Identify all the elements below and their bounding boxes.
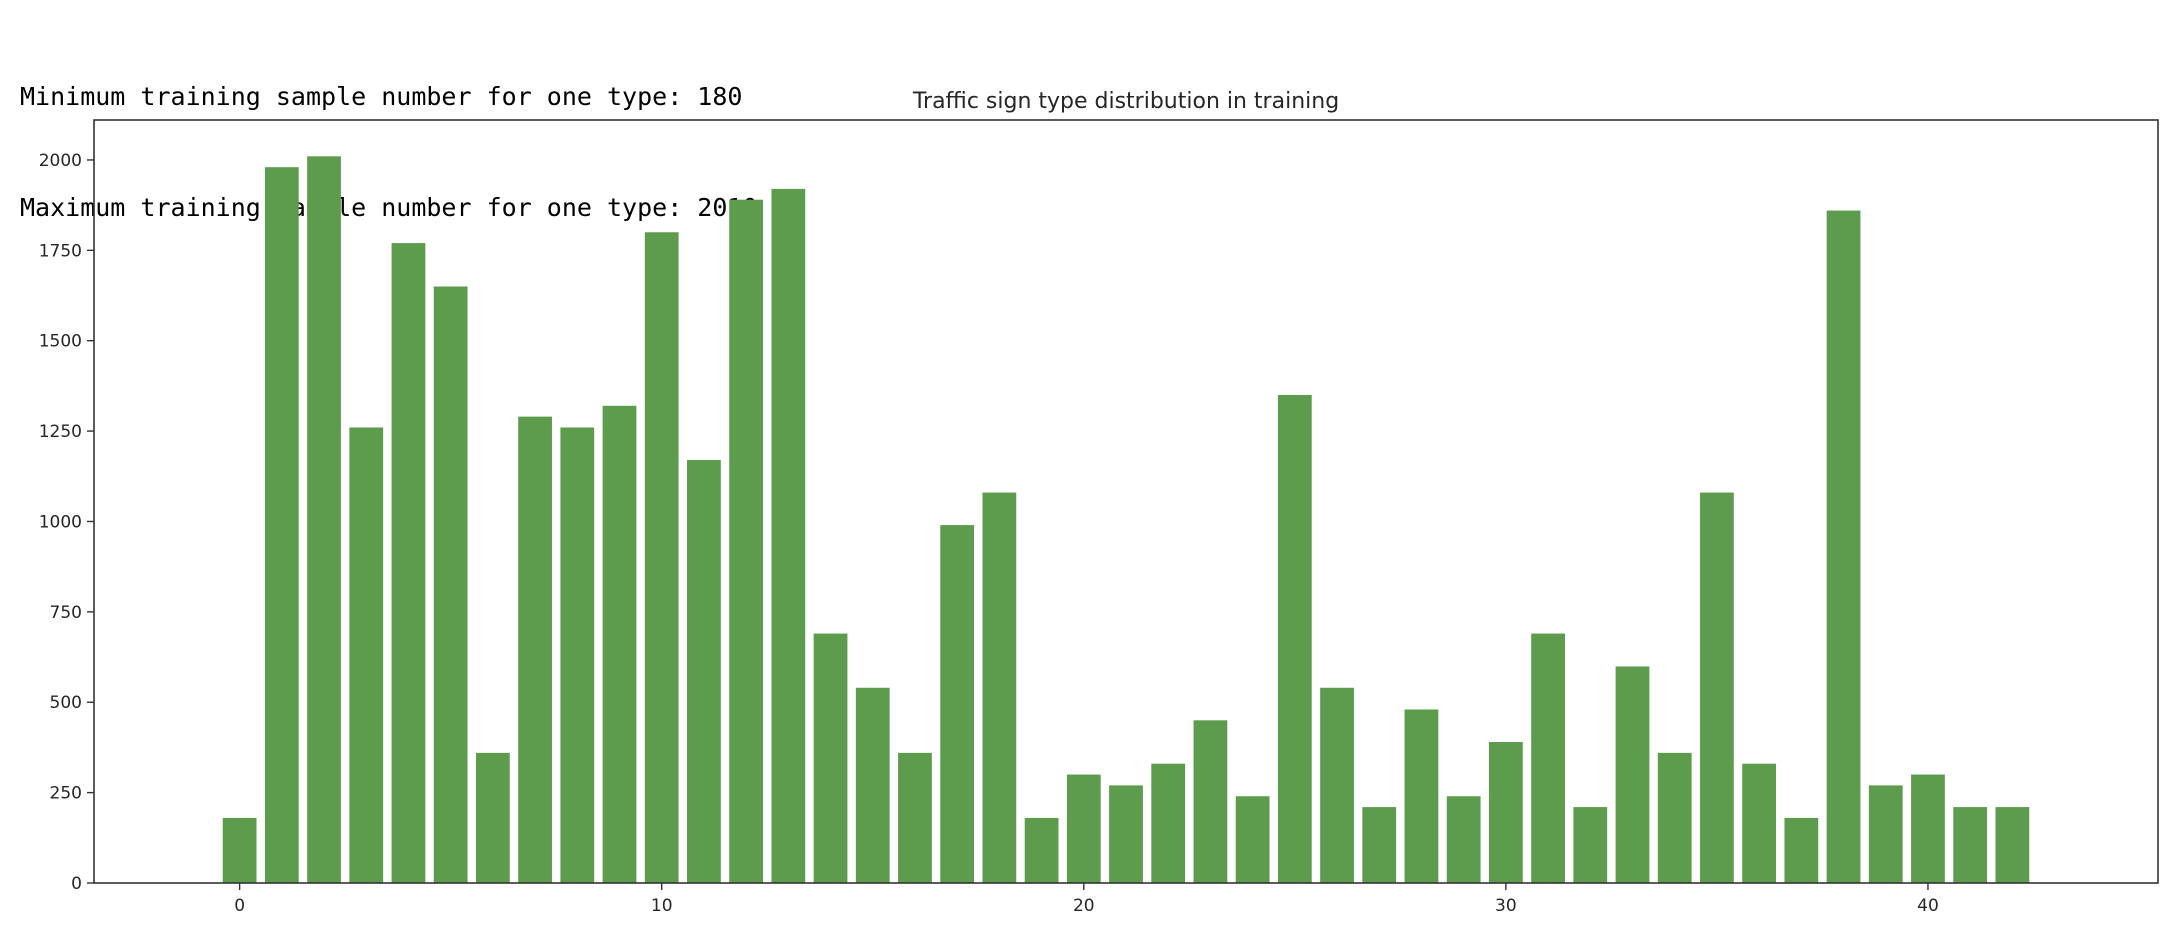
bar-23 bbox=[1193, 720, 1228, 883]
bar-42 bbox=[1995, 807, 2030, 883]
bar-29 bbox=[1446, 796, 1481, 883]
bar-39 bbox=[1868, 785, 1903, 883]
bar-38 bbox=[1826, 210, 1861, 883]
bar-30 bbox=[1488, 742, 1523, 883]
bar-25 bbox=[1277, 394, 1312, 883]
bar-14 bbox=[813, 633, 848, 883]
output-text: Minimum training sample number for one t… bbox=[20, 4, 758, 263]
bar-19 bbox=[1024, 817, 1059, 883]
bar-8 bbox=[560, 427, 595, 883]
bar-0 bbox=[222, 817, 257, 883]
bar-35 bbox=[1700, 492, 1734, 883]
bar-18 bbox=[982, 492, 1017, 883]
bar-12 bbox=[729, 199, 764, 883]
output-line-min: Minimum training sample number for one t… bbox=[20, 82, 743, 111]
bar-36 bbox=[1742, 763, 1777, 883]
x-tick-label-40: 40 bbox=[1917, 896, 1939, 916]
chart-title: Traffic sign type distribution in traini… bbox=[912, 89, 1339, 114]
bar-41 bbox=[1953, 807, 1988, 883]
y-axis: 0 250 500 750 1000 1250 1500 1750 2000 bbox=[39, 151, 94, 894]
bar-16 bbox=[898, 752, 932, 883]
bar-27 bbox=[1362, 807, 1397, 883]
bar-10 bbox=[644, 232, 679, 884]
x-tick-label-0: 0 bbox=[234, 896, 245, 916]
y-tick-label-1000: 1000 bbox=[39, 512, 82, 532]
bar-17 bbox=[940, 525, 975, 883]
bar-7 bbox=[518, 416, 552, 883]
y-tick-label-500: 500 bbox=[50, 693, 82, 713]
x-tick-label-30: 30 bbox=[1495, 896, 1517, 916]
y-tick-label-0: 0 bbox=[71, 874, 82, 894]
bar-32 bbox=[1573, 807, 1608, 883]
bar-15 bbox=[855, 687, 890, 883]
bar-24 bbox=[1235, 796, 1270, 883]
y-tick-label-250: 250 bbox=[50, 784, 82, 804]
bar-4 bbox=[391, 243, 426, 884]
bar-9 bbox=[602, 405, 637, 883]
y-tick-label-2000: 2000 bbox=[39, 151, 82, 171]
x-tick-label-20: 20 bbox=[1073, 896, 1095, 916]
bar-5 bbox=[433, 286, 468, 884]
bar-13 bbox=[771, 188, 806, 883]
bar-28 bbox=[1404, 709, 1439, 883]
bar-33 bbox=[1615, 666, 1650, 883]
bar-34 bbox=[1657, 752, 1692, 883]
y-tick-label-1500: 1500 bbox=[39, 332, 82, 352]
plot-area-frame bbox=[93, 119, 2159, 884]
x-tick-label-10: 10 bbox=[651, 896, 673, 916]
bar-31 bbox=[1531, 633, 1565, 883]
bar-26 bbox=[1320, 687, 1354, 883]
bars-group bbox=[222, 156, 2030, 884]
bar-21 bbox=[1109, 785, 1143, 883]
y-tick-label-1750: 1750 bbox=[39, 241, 82, 261]
x-axis: 0 10 20 30 40 bbox=[234, 883, 1939, 916]
bar-22 bbox=[1151, 763, 1186, 883]
bar-1 bbox=[264, 167, 299, 884]
y-tick-label-750: 750 bbox=[50, 603, 82, 623]
bar-20 bbox=[1066, 774, 1101, 883]
bar-37 bbox=[1784, 817, 1819, 883]
bar-3 bbox=[349, 427, 384, 883]
y-tick-label-1250: 1250 bbox=[39, 422, 82, 442]
bar-11 bbox=[687, 460, 721, 883]
bar-6 bbox=[475, 752, 510, 883]
bar-40 bbox=[1911, 774, 1945, 883]
bar-2 bbox=[307, 156, 341, 884]
